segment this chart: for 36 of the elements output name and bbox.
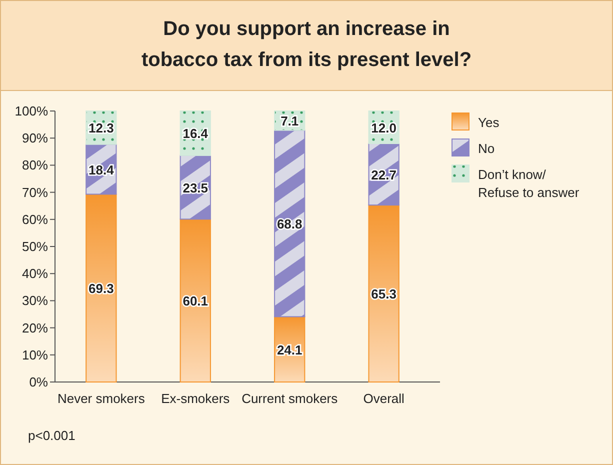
- data-label: 69.3: [88, 281, 114, 296]
- legend-label: No: [478, 141, 495, 156]
- y-tick-label: 100%: [14, 104, 48, 118]
- data-label: 65.3: [371, 286, 396, 302]
- data-label: 12.3: [88, 120, 114, 136]
- data-label: 16.4: [182, 126, 209, 142]
- x-tick-label: Ex-smokers: [161, 391, 230, 406]
- chart-title: Do you support an increase in tobacco tax from its present level?: [141, 18, 472, 71]
- y-tick-label: 80%: [22, 158, 48, 173]
- y-tick-label: 60%: [22, 212, 48, 227]
- data-label: 12.0: [371, 120, 396, 136]
- data-label: 23.5: [182, 180, 208, 196]
- data-label: 24.1: [276, 342, 302, 358]
- data-label: 22.7: [371, 167, 396, 182]
- text: p<0.001: [28, 428, 76, 443]
- bar: [368, 204, 400, 382]
- y-tick-label: 70%: [22, 184, 48, 200]
- bar: [86, 194, 117, 382]
- x-tick-label: Current smokers: [242, 391, 338, 406]
- y-tick-label: 40%: [22, 266, 48, 282]
- legend-label: Yes: [478, 115, 500, 130]
- legend-label: Don’t know/ Refuse to answer: [478, 167, 580, 200]
- y-tick-label: 30%: [22, 293, 48, 308]
- y-tick-label: 20%: [22, 320, 48, 336]
- y-tick-label: 0%: [29, 374, 48, 390]
- x-tick-label: Overall: [363, 391, 405, 406]
- bar: [180, 218, 211, 382]
- data-label: 7.1: [280, 114, 299, 129]
- y-tick-label: 10%: [22, 347, 48, 362]
- bar: [274, 130, 306, 318]
- data-label: 68.8: [276, 216, 302, 232]
- data-label: 60.1: [182, 294, 208, 309]
- y-tick-label: 90%: [22, 130, 48, 146]
- data-label: 18.4: [88, 162, 115, 178]
- x-tick-label: Never smokers: [57, 391, 146, 406]
- y-tick-label: 50%: [22, 239, 48, 254]
